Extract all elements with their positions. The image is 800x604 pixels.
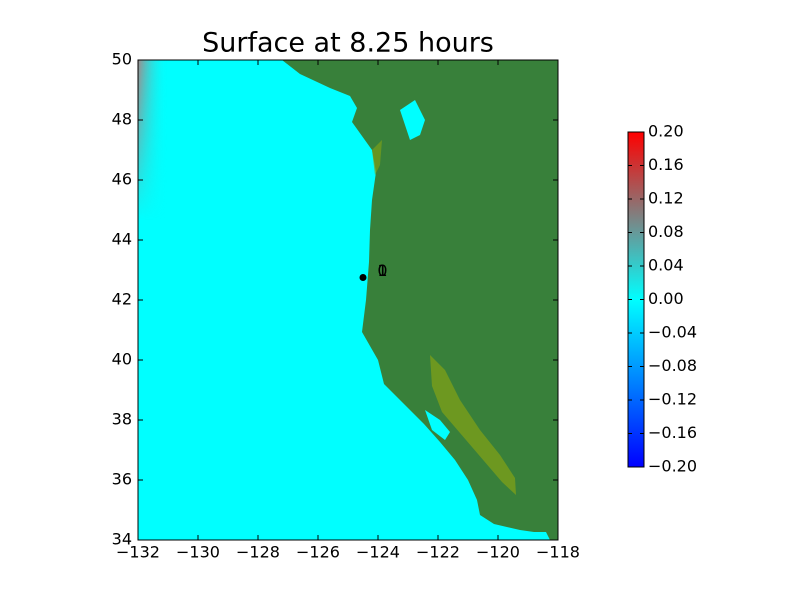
central-valley bbox=[430, 355, 516, 495]
y-tick-label: 42 bbox=[112, 290, 132, 309]
sf-bay bbox=[425, 410, 450, 440]
x-tick-label: −130 bbox=[176, 543, 220, 562]
puget-sound bbox=[400, 100, 425, 140]
x-tick-label: −132 bbox=[116, 543, 160, 562]
x-tick-label: −120 bbox=[476, 543, 520, 562]
colorbar-tick-label: 0.12 bbox=[648, 189, 684, 208]
x-tick-label: −124 bbox=[356, 543, 400, 562]
lowland bbox=[372, 140, 382, 175]
colorbar-tick-label: 0.20 bbox=[648, 122, 684, 141]
chart-title: Surface at 8.25 hours bbox=[202, 28, 494, 59]
y-tick-label: 38 bbox=[112, 410, 132, 429]
x-tick-label: −126 bbox=[296, 543, 340, 562]
y-tick-label: 44 bbox=[112, 230, 132, 249]
wave-front bbox=[138, 60, 168, 220]
y-tick-label: 46 bbox=[112, 170, 132, 189]
colorbar-tick-label: −0.04 bbox=[648, 323, 697, 342]
gauge-label: 1 bbox=[377, 261, 387, 280]
colorbar-tick-label: 0.00 bbox=[648, 289, 684, 308]
colorbar-tick-label: −0.16 bbox=[648, 423, 697, 442]
colorbar-tick-label: −0.12 bbox=[648, 390, 697, 409]
y-tick-label: 36 bbox=[112, 470, 132, 489]
land bbox=[282, 60, 558, 540]
x-tick-label: −128 bbox=[236, 543, 280, 562]
y-tick-label: 48 bbox=[112, 110, 132, 129]
y-tick-label: 50 bbox=[112, 50, 132, 69]
point bbox=[359, 274, 367, 281]
gauge-label: 0 bbox=[377, 261, 387, 280]
y-tick-label: 40 bbox=[112, 350, 132, 369]
x-tick-label: −118 bbox=[536, 543, 580, 562]
y-tick-label: 34 bbox=[112, 530, 132, 549]
colorbar-tick-label: 0.16 bbox=[648, 155, 684, 174]
colorbar-tick-label: −0.08 bbox=[648, 356, 697, 375]
colorbar-tick-label: 0.08 bbox=[648, 222, 684, 241]
plot-area bbox=[138, 60, 558, 540]
colorbar-tick-label: −0.20 bbox=[648, 457, 697, 476]
colorbar-tick-label: 0.04 bbox=[648, 256, 684, 275]
x-tick-label: −122 bbox=[416, 543, 460, 562]
